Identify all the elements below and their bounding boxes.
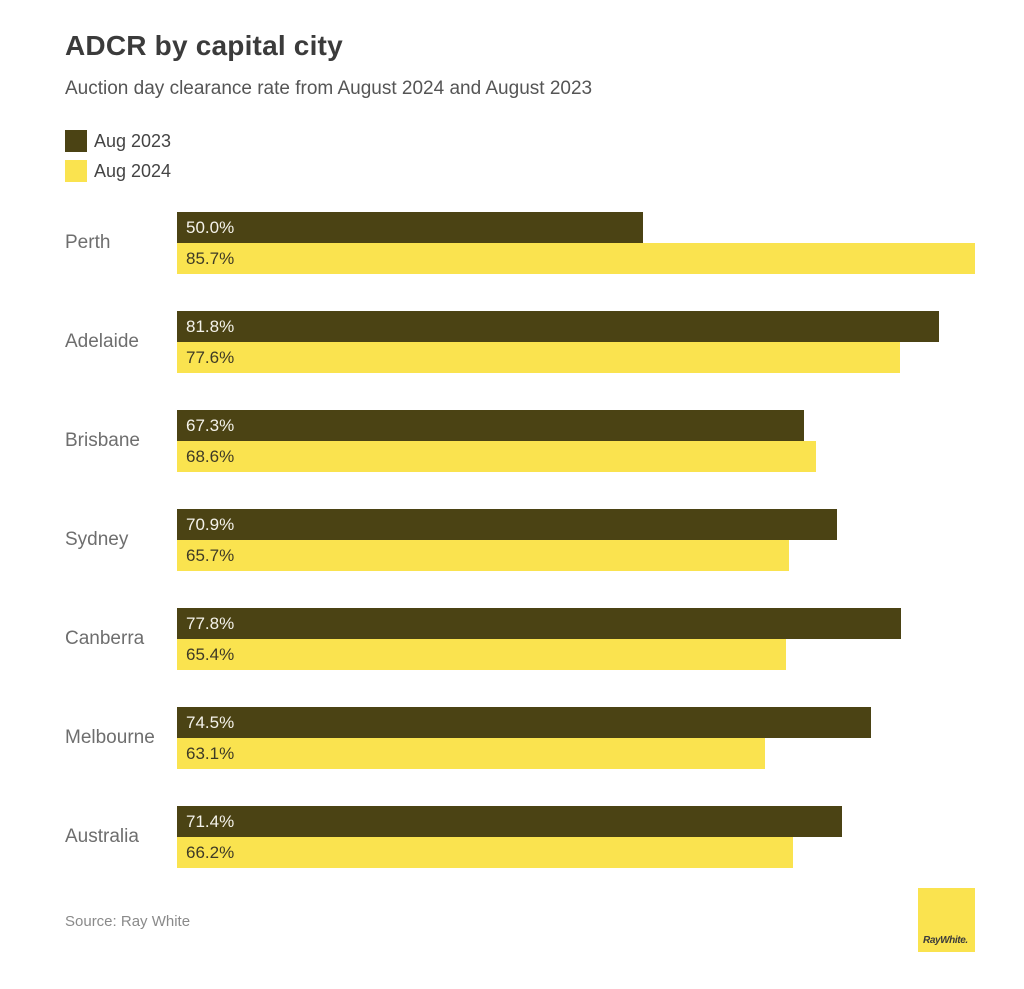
bar-aug-2023: 50.0% — [177, 212, 643, 243]
chart-row: Australia 71.4% 66.2% — [65, 806, 975, 868]
bar-aug-2024-value: 68.6% — [186, 446, 235, 466]
bar-aug-2023: 71.4% — [177, 806, 842, 837]
bar-aug-2024-value: 66.2% — [186, 842, 235, 862]
category-label: Sydney — [65, 529, 129, 550]
page-title: ADCR by capital city — [65, 30, 343, 61]
chart-row: Brisbane 67.3% 68.6% — [65, 410, 975, 472]
page-subtitle: Auction day clearance rate from August 2… — [65, 78, 593, 99]
chart-row: Sydney 70.9% 65.7% — [65, 509, 975, 571]
legend-item-aug-2024: Aug 2024 — [65, 160, 975, 182]
bar-aug-2024: 85.7% — [177, 243, 975, 274]
bar-group: 74.5% 63.1% — [177, 707, 975, 769]
bar-group: 81.8% 77.6% — [177, 311, 975, 373]
chart-body: Perth 50.0% 85.7% Adelaide 81.8% 77.6% B… — [65, 212, 975, 868]
bar-aug-2023-value: 74.5% — [186, 712, 235, 732]
bar-aug-2023-value: 81.8% — [186, 316, 235, 336]
chart-footer: Source: Ray White RayWhite. — [65, 888, 975, 952]
bar-aug-2023: 67.3% — [177, 410, 804, 441]
bar-aug-2024: 65.7% — [177, 540, 789, 571]
bar-aug-2023: 81.8% — [177, 311, 939, 342]
bar-group: 67.3% 68.6% — [177, 410, 975, 472]
category-label: Perth — [65, 232, 111, 253]
bar-aug-2023-value: 77.8% — [186, 613, 235, 633]
bar-aug-2024: 77.6% — [177, 342, 900, 373]
chart-row: Melbourne 74.5% 63.1% — [65, 707, 975, 769]
bar-aug-2024-value: 63.1% — [186, 743, 235, 763]
bar-aug-2024: 68.6% — [177, 441, 816, 472]
bar-aug-2023-value: 50.0% — [186, 217, 235, 237]
bar-aug-2024: 65.4% — [177, 639, 786, 670]
bar-group: 70.9% 65.7% — [177, 509, 975, 571]
bar-group: 71.4% 66.2% — [177, 806, 975, 868]
legend-label-aug-2024: Aug 2024 — [94, 160, 172, 181]
chart-row: Perth 50.0% 85.7% — [65, 212, 975, 274]
legend-swatch-aug-2023 — [65, 130, 87, 152]
bar-aug-2024-value: 65.7% — [186, 545, 235, 565]
chart-row: Adelaide 81.8% 77.6% — [65, 311, 975, 373]
legend-swatch-aug-2024 — [65, 160, 87, 182]
bar-aug-2024-value: 85.7% — [186, 248, 235, 268]
chart-content: ADCR by capital city Auction day clearan… — [65, 30, 975, 868]
bar-aug-2023-value: 71.4% — [186, 811, 235, 831]
bar-aug-2023: 77.8% — [177, 608, 902, 639]
category-label: Brisbane — [65, 430, 140, 451]
category-label: Australia — [65, 826, 139, 847]
bar-aug-2024: 66.2% — [177, 837, 794, 868]
category-label: Melbourne — [65, 727, 155, 748]
bar-aug-2023-value: 67.3% — [186, 415, 235, 435]
bar-aug-2024-value: 77.6% — [186, 347, 235, 367]
bar-aug-2023: 70.9% — [177, 509, 838, 540]
bar-aug-2023-value: 70.9% — [186, 514, 235, 534]
bar-group: 50.0% 85.7% — [177, 212, 975, 274]
legend-label-aug-2023: Aug 2023 — [94, 130, 172, 151]
bar-aug-2023: 74.5% — [177, 707, 871, 738]
ray-white-logo-text: RayWhite. — [923, 935, 968, 946]
source-note: Source: Ray White — [65, 913, 191, 930]
ray-white-logo: RayWhite. — [918, 888, 975, 952]
bar-aug-2024: 63.1% — [177, 738, 765, 769]
bar-group: 77.8% 65.4% — [177, 608, 975, 670]
category-label: Canberra — [65, 628, 145, 649]
chart-legend: Aug 2023 Aug 2024 — [65, 130, 975, 182]
bar-aug-2024-value: 65.4% — [186, 644, 235, 664]
chart-row: Canberra 77.8% 65.4% — [65, 608, 975, 670]
legend-item-aug-2023: Aug 2023 — [65, 130, 975, 152]
category-label: Adelaide — [65, 331, 139, 352]
